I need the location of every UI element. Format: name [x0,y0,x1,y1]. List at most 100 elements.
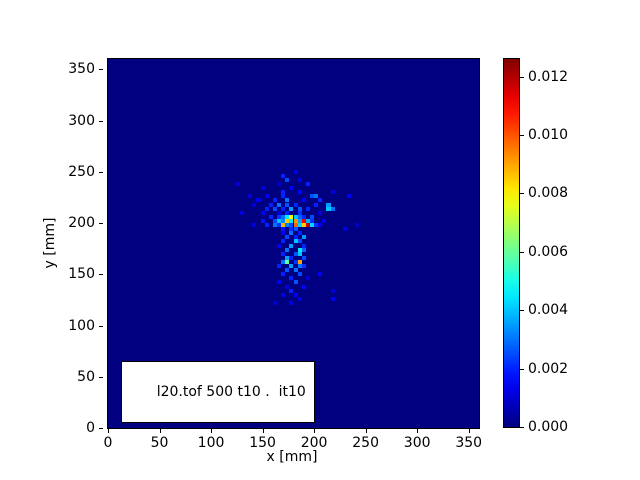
heatmap-cell [277,264,282,269]
heatmap-cell [293,169,298,174]
heatmap-cell [285,255,290,260]
heatmap-cell [272,223,277,228]
x-tick-mark [108,429,109,433]
heatmap-cell [309,218,315,223]
heatmap-cell [301,255,306,260]
heatmap-cell [326,206,331,211]
heatmap-cell [309,194,315,199]
heatmap-cell [322,218,327,223]
colorbar-tick-mark [520,193,524,195]
heatmap-cell [318,272,323,277]
heatmap-cell [277,223,282,228]
y-tick-label: 350 [68,61,95,78]
x-tick-label: 350 [455,435,483,451]
colorbar-tick-mark [520,310,524,312]
heatmap-cell [305,206,310,211]
x-tick-mark [262,429,264,433]
heatmap-cell [301,284,306,289]
x-tick-mark [211,429,213,433]
colorbar-tick-label: 0.012 [528,68,569,85]
colorbar-tick-label: 0.008 [528,185,569,202]
heatmap-cell [277,214,282,219]
x-tick-label: 200 [300,435,328,451]
colorbar-tick-label: 0.010 [528,126,569,143]
heatmap-cell [297,223,302,228]
heatmap-cell [281,292,286,297]
heatmap-cell [268,202,273,207]
heatmap-cell [293,259,298,264]
heatmap-cell [285,214,290,219]
heatmap-cell [281,194,286,199]
heatmap-cell [289,243,294,248]
y-tick-mark [99,69,103,71]
heatmap-cell [281,251,286,256]
heatmap-cell [297,264,302,269]
colorbar-tick-mark [520,134,524,136]
heatmap-cell [297,247,302,252]
heatmap-cell [272,206,277,211]
heatmap-cell [285,223,290,228]
heatmap-cell [301,235,306,240]
colorbar-tick-mark [520,251,524,253]
heatmap-cell [301,223,306,228]
x-tick-label: 50 [150,435,169,451]
heatmap-cell [285,284,290,289]
heatmap-cell [289,231,294,236]
x-tick-label: 100 [197,435,225,451]
heatmap-cell [281,223,286,228]
y-tick-mark [99,428,103,429]
heatmap-cell [301,198,306,203]
heatmap-cell [277,182,282,187]
heatmap-cell [293,251,298,256]
heatmap-cell [289,300,294,305]
heatmap-cell [305,276,310,281]
colorbar-tick-label: 0.006 [528,243,569,260]
heatmap-cell [347,194,352,199]
y-tick-mark [99,223,103,224]
heatmap-cell [281,239,286,244]
heatmap-cell [281,218,286,223]
heatmap-cell [277,202,282,207]
heatmap-cell [293,227,298,232]
y-tick-label: 0 [86,420,95,436]
heatmap-cell [305,218,310,223]
heatmap-cell [235,182,240,187]
heatmap-cell [355,223,360,228]
heatmap-cell [285,218,290,223]
heatmap-cell [293,268,298,273]
y-tick-mark [99,376,103,378]
colorbar-tick-mark [520,368,524,370]
heatmap-cell [326,202,331,207]
heatmap-cell [277,243,282,248]
heatmap-cell [314,202,319,207]
heatmap-cell [342,227,348,232]
heatmap-cell [318,198,323,203]
heatmap-cell [281,259,286,264]
heatmap-cell [297,210,302,215]
heatmap-cell [264,194,269,199]
heatmap-cell [297,206,302,211]
heatmap-cell [248,194,253,199]
heatmap-cell [285,177,290,182]
heatmap-cell [301,243,306,248]
y-tick-label: 100 [68,317,95,334]
heatmap-cell [297,272,302,277]
heatmap-cell [293,223,298,228]
heatmap-cell [285,202,290,207]
y-tick-label: 150 [68,266,95,283]
heatmap-cell [318,210,323,215]
heatmap-cell [330,288,335,293]
heatmap-cell [289,264,294,269]
heatmap-cell [293,235,298,240]
heatmap-cell [318,223,323,228]
heatmap-cell [330,206,335,211]
x-tick-mark [159,429,161,433]
colorbar-tick-mark [520,76,524,78]
y-tick-mark [99,325,103,327]
heatmap-cell [285,259,290,264]
heatmap-cell [330,190,335,195]
heatmap-cell [297,296,302,301]
heatmap-cell [305,182,310,187]
heatmap-cell [281,231,286,236]
